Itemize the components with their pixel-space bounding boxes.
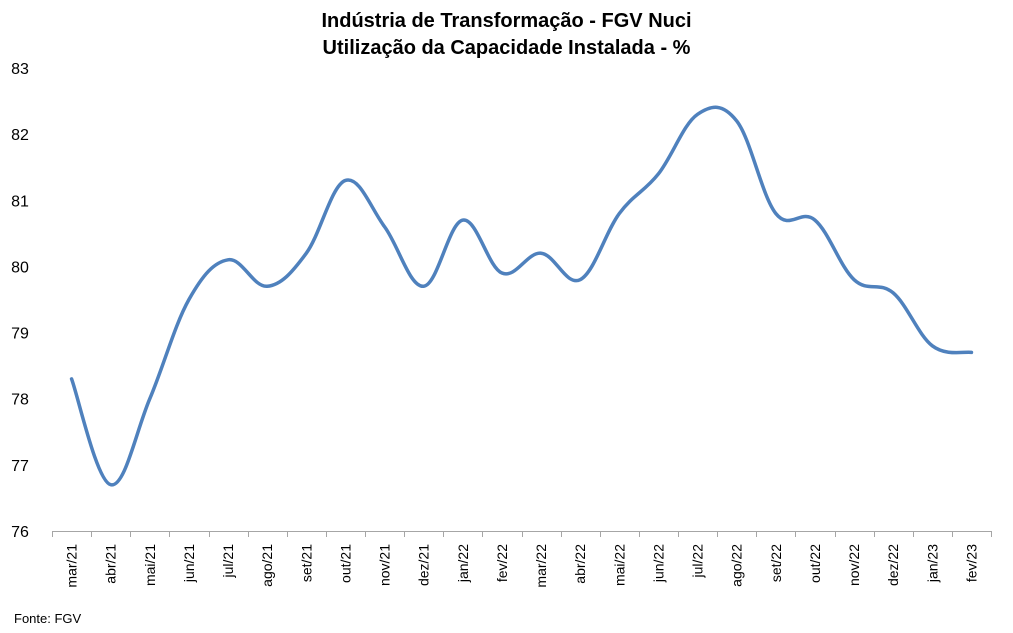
x-tick-label: set/22 — [768, 544, 784, 582]
x-tick-label: jan/22 — [455, 544, 471, 583]
y-tick-label: 76 — [11, 524, 29, 541]
x-tick-label: ago/22 — [729, 544, 745, 587]
y-tick-label: 79 — [11, 326, 29, 343]
x-tick-label: nov/22 — [846, 544, 862, 586]
x-tick-label: jul/22 — [690, 544, 706, 579]
x-tick-label: ago/21 — [259, 544, 275, 587]
x-tick-label: mai/21 — [142, 544, 158, 586]
x-tick-label: mar/21 — [64, 544, 80, 588]
x-tick-label: dez/22 — [885, 544, 901, 586]
x-tick-label: mar/22 — [533, 544, 549, 588]
x-tick-label: abr/22 — [572, 544, 588, 584]
x-tick-label: dez/21 — [416, 544, 432, 586]
x-tick-label: abr/21 — [103, 544, 119, 584]
x-tick-label: fev/22 — [494, 544, 510, 582]
y-tick-label: 77 — [11, 458, 29, 475]
x-tick-label: out/22 — [807, 544, 823, 583]
y-tick-label: 81 — [11, 193, 29, 210]
chart-subtitle: Utilização da Capacidade Instalada - % — [322, 37, 691, 59]
x-tick-label: jun/21 — [181, 544, 197, 583]
y-tick-label: 78 — [11, 392, 29, 409]
source-note: Fonte: FGV — [14, 611, 82, 626]
x-tick-label: set/21 — [298, 544, 314, 582]
x-tick-label: out/21 — [337, 544, 353, 583]
x-tick-label: jan/23 — [924, 544, 940, 583]
x-tick-label: jun/22 — [650, 544, 666, 583]
x-tick-label: jul/21 — [220, 544, 236, 579]
x-tick-label: mai/22 — [611, 544, 627, 586]
chart-title: Indústria de Transformação - FGV Nuci — [321, 10, 692, 32]
y-tick-label: 80 — [11, 259, 29, 276]
y-tick-label: 83 — [11, 61, 29, 78]
chart-title-block: Indústria de Transformação - FGV Nuci Ut… — [0, 8, 1013, 62]
y-tick-label: 82 — [11, 127, 29, 144]
x-tick-label: fev/23 — [963, 544, 979, 582]
series-line — [69, 105, 974, 487]
x-tick-label: nov/21 — [377, 544, 393, 586]
